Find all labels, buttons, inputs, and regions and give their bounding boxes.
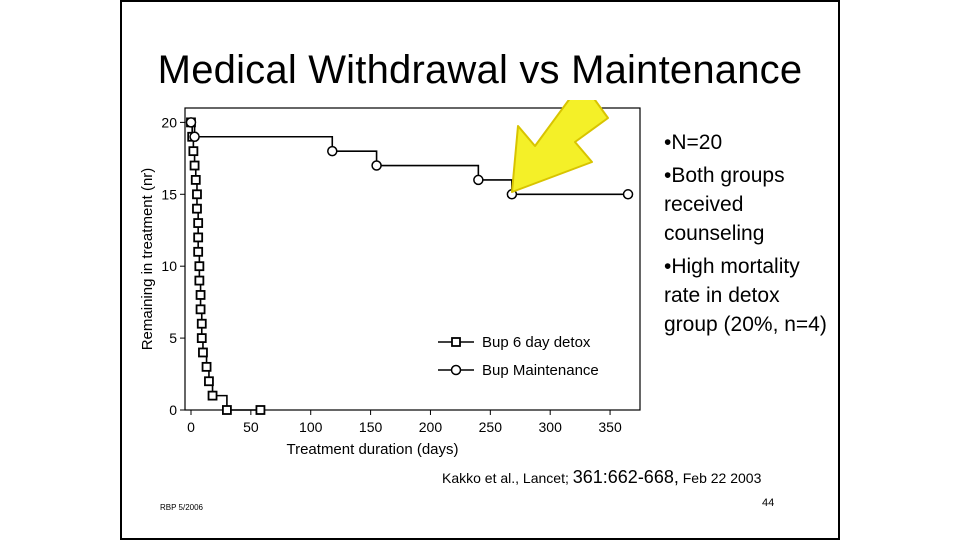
- slide-title: Medical Withdrawal vs Maintenance: [157, 48, 803, 92]
- legend-label: Bup Maintenance: [482, 362, 599, 379]
- bullet-list: •N=20 •Both groups received counseling •…: [664, 128, 834, 343]
- data-point-square: [198, 347, 208, 358]
- x-tick-label: 300: [539, 419, 563, 435]
- legend-marker-square: [451, 337, 461, 347]
- data-point-circle: [327, 145, 338, 157]
- x-tick-label: 350: [598, 419, 622, 435]
- y-tick-label: 5: [169, 330, 177, 346]
- data-point-square: [194, 275, 205, 286]
- data-point-square: [190, 175, 201, 185]
- data-point-circle: [371, 160, 382, 171]
- y-tick-label: 15: [161, 186, 177, 202]
- footer-credit: RBP 5/2006: [160, 503, 203, 512]
- data-point-square: [196, 333, 207, 343]
- data-point-square: [201, 361, 212, 372]
- chart-legend: Bup 6 day detox Bup Maintenance: [438, 334, 599, 379]
- series-detox: [186, 117, 266, 415]
- data-point-square: [255, 405, 266, 415]
- y-axis-label: Remaining in treatment (nr): [139, 168, 156, 351]
- page-number: 44: [762, 497, 775, 509]
- data-point-square: [204, 376, 214, 387]
- citation: Kakko et al., Lancet; 361:662-668, Feb 2…: [442, 467, 761, 488]
- data-point-circle: [473, 174, 484, 186]
- bullet-n: •N=20: [664, 131, 723, 154]
- data-point-square: [222, 405, 232, 415]
- y-tick-label: 0: [169, 402, 177, 418]
- data-point-square: [193, 246, 204, 257]
- x-tick-label: 200: [419, 419, 443, 435]
- data-point-square: [207, 390, 218, 401]
- data-point-square: [189, 160, 200, 171]
- y-tick-label: 20: [161, 114, 177, 130]
- data-point-circle: [189, 131, 200, 143]
- y-tick-label: 10: [161, 258, 177, 274]
- data-point-square: [192, 203, 202, 214]
- data-point-square: [196, 318, 207, 329]
- yellow-arrow-shape: [511, 100, 609, 193]
- x-axis-label: Treatment duration (days): [286, 441, 458, 458]
- citation-ref: 361:662-668,: [572, 467, 679, 487]
- data-point-square: [194, 261, 205, 272]
- data-point-square: [188, 146, 199, 157]
- survival-chart: 0 50 100 150 200 250 300 350 0 5 10 15 20 Treatment d…: [139, 100, 641, 458]
- data-point-square: [195, 290, 206, 300]
- bullet-mortality: •High mortality rate in detox group (20%…: [664, 255, 827, 336]
- data-point-square: [192, 189, 202, 200]
- data-point-square: [193, 218, 204, 228]
- citation-prefix: Kakko et al., Lancet;: [442, 470, 569, 486]
- chart-axes: 0 50 100 150 200 250 300 350 0 5 10 15 20 Treatment d…: [139, 107, 641, 458]
- legend-marker-circle: [450, 364, 462, 376]
- data-point-square: [193, 232, 204, 243]
- x-tick-label: 150: [359, 419, 383, 435]
- data-point-square: [195, 304, 206, 315]
- plot-frame: [184, 107, 641, 411]
- bullet-counseling: •Both groups received counseling: [664, 164, 785, 245]
- slide-background: [120, 0, 840, 540]
- x-tick-label: 0: [187, 419, 195, 435]
- citation-date: Feb 22 2003: [682, 470, 762, 486]
- x-tick-label: 250: [479, 419, 503, 435]
- highlight-arrow: [511, 100, 609, 193]
- data-point-circle: [622, 189, 634, 200]
- x-tick-label: 50: [243, 419, 259, 435]
- x-tick-label: 100: [299, 419, 323, 435]
- data-point-circle: [185, 117, 197, 128]
- legend-label: Bup 6 day detox: [482, 334, 591, 351]
